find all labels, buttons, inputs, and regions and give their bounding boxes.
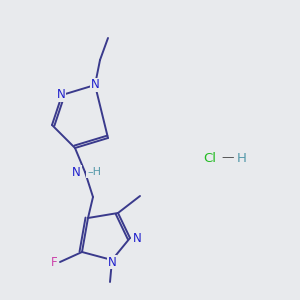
Text: N: N: [133, 232, 142, 244]
Text: N: N: [72, 166, 81, 178]
Text: —: —: [222, 152, 234, 164]
Text: N: N: [57, 88, 65, 101]
Text: N: N: [91, 79, 99, 92]
Text: Cl: Cl: [203, 152, 217, 164]
Text: –H: –H: [87, 167, 101, 177]
Text: N: N: [108, 256, 116, 268]
Text: H: H: [237, 152, 247, 164]
Text: F: F: [50, 256, 57, 268]
